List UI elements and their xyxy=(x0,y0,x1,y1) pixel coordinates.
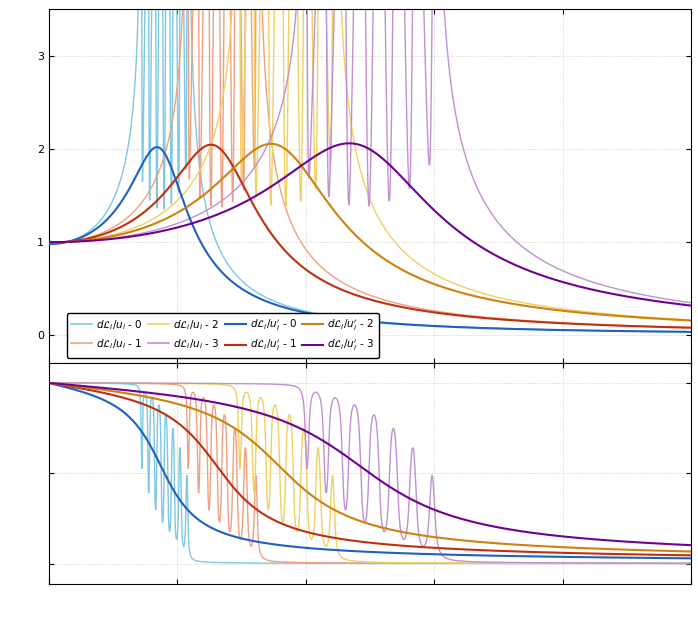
Legend: $d\mathcal{L}_i/u_i$ - 0, $d\mathcal{L}_i/u_i$ - 1, $d\mathcal{L}_i/u_i$ - 2, $d: $d\mathcal{L}_i/u_i$ - 0, $d\mathcal{L}_… xyxy=(67,313,379,358)
